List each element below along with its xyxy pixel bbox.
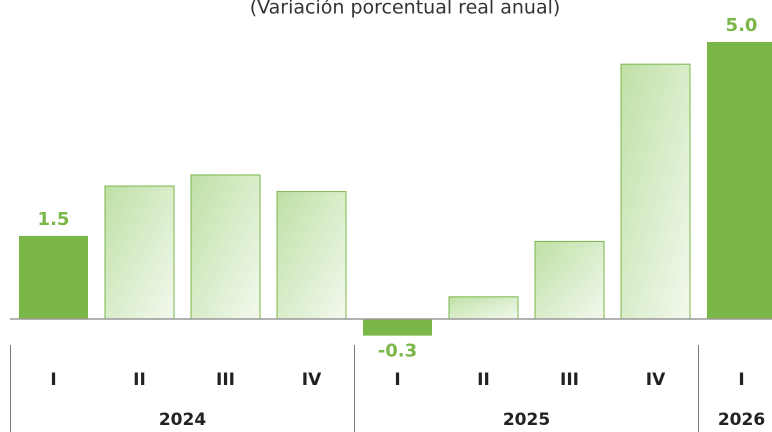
value-label: 5.0 bbox=[726, 15, 758, 36]
x-tick-label: I bbox=[50, 370, 56, 390]
group-label: 2025 bbox=[503, 410, 550, 430]
bar bbox=[19, 235, 88, 319]
value-label: -0.3 bbox=[378, 341, 417, 362]
value-label: 1.5 bbox=[38, 209, 70, 230]
bar bbox=[620, 63, 691, 320]
x-tick-label: II bbox=[477, 370, 490, 390]
group-label: 2026 bbox=[718, 410, 765, 430]
x-tick-label: III bbox=[216, 370, 235, 390]
bar bbox=[448, 296, 519, 320]
x-tick-label: I bbox=[738, 370, 744, 390]
bar bbox=[104, 185, 175, 320]
bar bbox=[276, 191, 347, 320]
chart-subtitle: (Variación porcentual real anual) bbox=[250, 0, 561, 19]
x-tick-label: I bbox=[394, 370, 400, 390]
x-tick-label: IV bbox=[646, 370, 666, 390]
x-tick-label: III bbox=[560, 370, 579, 390]
bar bbox=[190, 174, 261, 320]
x-tick-label: II bbox=[133, 370, 146, 390]
bar bbox=[363, 319, 432, 336]
bar bbox=[534, 240, 605, 320]
bar bbox=[707, 42, 772, 319]
x-tick-label: IV bbox=[302, 370, 322, 390]
group-label: 2024 bbox=[159, 410, 206, 430]
